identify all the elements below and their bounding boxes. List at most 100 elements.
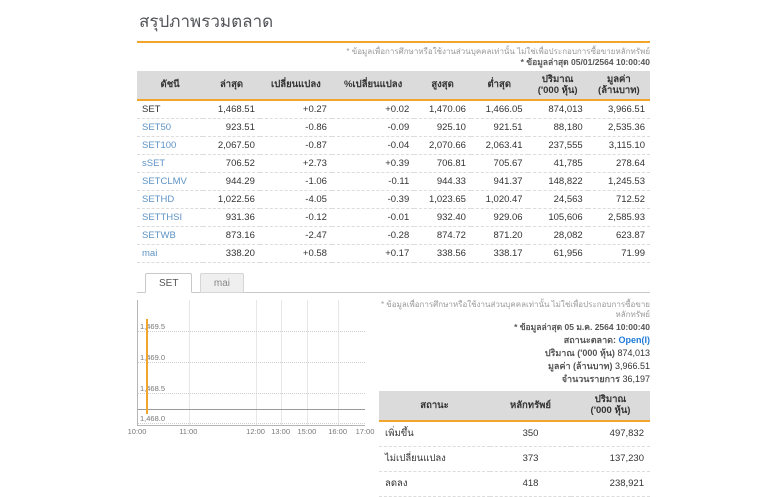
volume-value: 88,180 [528,119,588,137]
last-value: 944.29 [203,173,260,191]
securities-count: 350 [490,421,571,447]
volume-value: 28,082 [528,227,588,245]
value-value: 2,535.36 [588,119,650,137]
market-summary-header: ดัชนีล่าสุดเปลี่ยนแปลง%เปลี่ยนแปลงสูงสุด… [137,71,650,101]
lower-section: 1,469.51,469.01,468.51,468.0 10:0011:001… [137,300,650,496]
column-header: %เปลี่ยนแปลง [332,71,414,101]
market-transactions-label: จำนวนรายการ [562,374,620,384]
info-last-update: * ข้อมูลล่าสุด 05 ม.ค. 2564 10:00:40 [379,321,650,333]
main-content: สรุปภาพรวมตลาด * ข้อมูลเพื่อการศึกษาหรือ… [137,0,650,497]
index-link[interactable]: SET100 [137,137,203,155]
tab-set[interactable]: SET [145,273,192,293]
status-label: ไม่เปลี่ยนแปลง [379,446,490,471]
securities-count: 373 [490,446,571,471]
index-link[interactable]: SETWB [137,227,203,245]
change-value: -1.06 [260,173,332,191]
market-transactions-value: 36,197 [622,374,650,384]
tab-bar: SET mai [137,272,650,293]
value-value: 71.99 [588,245,650,263]
status-label: เพิ่มขึ้น [379,421,490,447]
last-value: 1,468.51 [203,100,260,119]
table-row: SETWB873.16-2.47-0.28874.72871.2028,0826… [137,227,650,245]
value-value: 3,966.51 [588,100,650,119]
column-header: สูงสุด [414,71,471,101]
low-value: 941.37 [471,173,528,191]
table-row: SETHD1,022.56-4.05-0.391,023.651,020.472… [137,191,650,209]
last-value: 338.20 [203,245,260,263]
change-value: +0.27 [260,100,332,119]
low-value: 921.51 [471,119,528,137]
volume-value: 105,606 [528,209,588,227]
index-link[interactable]: SETCLMV [137,173,203,191]
x-tick-label: 12:00 [246,427,265,436]
info-disclaimer: * ข้อมูลเพื่อการศึกษาหรือใช้งานส่วนบุคคล… [379,300,650,320]
volume-value: 497,832 [571,421,650,447]
table-row: SET1,468.51+0.27+0.021,470.061,466.05874… [137,100,650,119]
percent-change-value: +0.39 [332,155,414,173]
column-header: เปลี่ยนแปลง [260,71,332,101]
market-value-label: มูลค่า (ล้านบาท) [548,361,612,371]
index-link[interactable]: mai [137,245,203,263]
market-status-label: สถานะตลาด: [564,335,616,345]
low-value: 2,063.41 [471,137,528,155]
percent-change-value: -0.01 [332,209,414,227]
change-value: -4.05 [260,191,332,209]
table-row: SET50923.51-0.86-0.09925.10921.5188,1802… [137,119,650,137]
column-header: ดัชนี [137,71,203,101]
last-value: 873.16 [203,227,260,245]
tab-mai[interactable]: mai [200,273,244,293]
previous-close-line [138,409,365,410]
price-line [146,319,148,414]
index-link[interactable]: SET50 [137,119,203,137]
volume-value: 237,555 [528,137,588,155]
volume-value: 874,013 [528,100,588,119]
market-summary-table: ดัชนีล่าสุดเปลี่ยนแปลง%เปลี่ยนแปลงสูงสุด… [137,71,650,264]
column-header: มูลค่า (ล้านบาท) [588,71,650,101]
x-tick-label: 13:00 [271,427,290,436]
x-tick-label: 16:00 [328,427,347,436]
high-value: 706.81 [414,155,471,173]
horizontal-gridline: 1,469.5 [138,331,365,332]
volume-value: 61,956 [528,245,588,263]
table-row: ไม่เปลี่ยนแปลง373137,230 [379,446,650,471]
index-link[interactable]: sSET [137,155,203,173]
table-row: เพิ่มขึ้น350497,832 [379,421,650,447]
percent-change-value: -0.28 [332,227,414,245]
index-link[interactable]: SETTHSI [137,209,203,227]
value-value: 278.64 [588,155,650,173]
vertical-gridline [307,300,308,425]
last-value: 2,067.50 [203,137,260,155]
change-value: +0.58 [260,245,332,263]
horizontal-gridline: 1,468.5 [138,393,365,394]
change-value: -2.47 [260,227,332,245]
last-value: 706.52 [203,155,260,173]
high-value: 1,470.06 [414,100,471,119]
status-label: ลดลง [379,471,490,496]
high-value: 944.33 [414,173,471,191]
volume-value: 41,785 [528,155,588,173]
x-tick-label: 15:00 [297,427,316,436]
value-value: 712.52 [588,191,650,209]
change-value: -0.12 [260,209,332,227]
column-header: ล่าสุด [203,71,260,101]
change-value: -0.87 [260,137,332,155]
low-value: 871.20 [471,227,528,245]
low-value: 338.17 [471,245,528,263]
column-header: ปริมาณ ('000 หุ้น) [571,391,650,421]
market-info-panel: * ข้อมูลเพื่อการศึกษาหรือใช้งานส่วนบุคคล… [379,300,650,496]
chart-x-axis: 10:0011:0012:0013:0015:0016:0017:00 [137,426,365,437]
last-value: 931.36 [203,209,260,227]
table-row: SET1002,067.50-0.87-0.042,070.662,063.41… [137,137,650,155]
column-header: หลักทรัพย์ [490,391,571,421]
market-value-line: มูลค่า (ล้านบาท) 3,966.51 [379,360,650,373]
value-value: 623.87 [588,227,650,245]
high-value: 932.40 [414,209,471,227]
volume-value: 137,230 [571,446,650,471]
percent-change-value: +0.17 [332,245,414,263]
index-link[interactable]: SETHD [137,191,203,209]
percent-change-value: -0.11 [332,173,414,191]
title-divider [137,41,650,43]
percent-change-value: -0.04 [332,137,414,155]
high-value: 874.72 [414,227,471,245]
securities-count: 418 [490,471,571,496]
